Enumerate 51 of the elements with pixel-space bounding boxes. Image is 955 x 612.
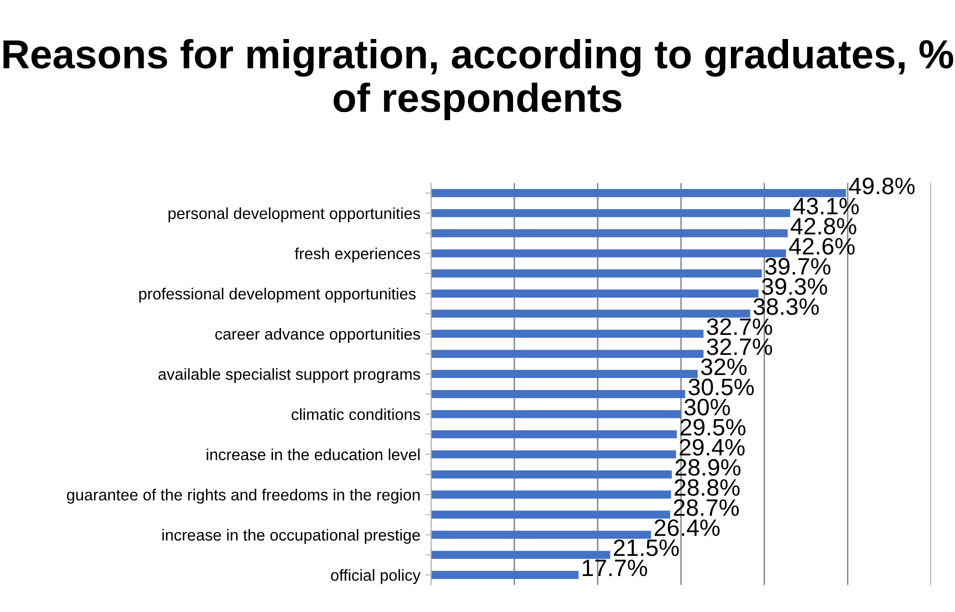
bar (431, 209, 790, 218)
data-label: 28.7% (674, 499, 739, 516)
data-label: 32.7% (706, 318, 772, 336)
data-label: 49.8% (849, 178, 915, 194)
bar (431, 530, 651, 539)
bar (431, 189, 846, 198)
y-tick-label: increase in the occupational prestige (162, 528, 420, 544)
bar (431, 310, 750, 318)
bar (431, 450, 676, 458)
data-label: 32.7% (706, 338, 772, 356)
bar (431, 390, 686, 398)
y-tick-label: career advance opportunities (215, 328, 420, 343)
data-label: 21.5% (614, 539, 679, 556)
data-label: 39.7% (765, 258, 830, 275)
data-label: 30% (684, 398, 730, 416)
bar (431, 510, 670, 519)
bar (431, 430, 677, 438)
data-label: 29.4% (680, 438, 745, 456)
bar (431, 370, 698, 378)
y-tick-label: increase in the education level (206, 448, 420, 460)
bar (431, 550, 610, 559)
data-label: 30.5% (688, 378, 754, 396)
bar (431, 229, 788, 238)
data-label: 28.8% (674, 479, 740, 496)
data-label: 26.4% (654, 519, 720, 536)
y-tick-label: personal development opportunities (168, 207, 420, 222)
bar (431, 249, 786, 258)
y-tick-label: available specialist support programs (158, 368, 420, 384)
bar (431, 350, 704, 358)
y-tick-label: official policy (330, 569, 421, 584)
bar (431, 269, 762, 278)
bar (431, 470, 672, 478)
data-label: 28.9% (676, 459, 740, 476)
bar (431, 290, 758, 298)
data-label: 42.6% (789, 238, 855, 255)
bar (431, 330, 704, 338)
data-label: 38.3% (754, 298, 819, 315)
data-label: 32% (701, 358, 747, 376)
bar (431, 410, 681, 418)
y-tick-label: professional development opportunities (139, 288, 416, 303)
data-label: 17.7% (582, 560, 648, 576)
data-label: 29.5% (680, 418, 746, 436)
chart-title: Reasons for migration, according to graduates, % of respondents (4, 39, 954, 120)
data-label: 42.8% (790, 218, 856, 235)
y-tick-label: climatic conditions (292, 408, 420, 420)
data-label: 39.3% (762, 278, 828, 295)
data-label: 43.1% (793, 198, 859, 214)
bar (431, 490, 671, 499)
bar (431, 570, 578, 579)
y-tick-label: fresh experiences (294, 248, 420, 262)
y-tick-label: guarantee of the rights and freedoms in the region (67, 488, 420, 504)
